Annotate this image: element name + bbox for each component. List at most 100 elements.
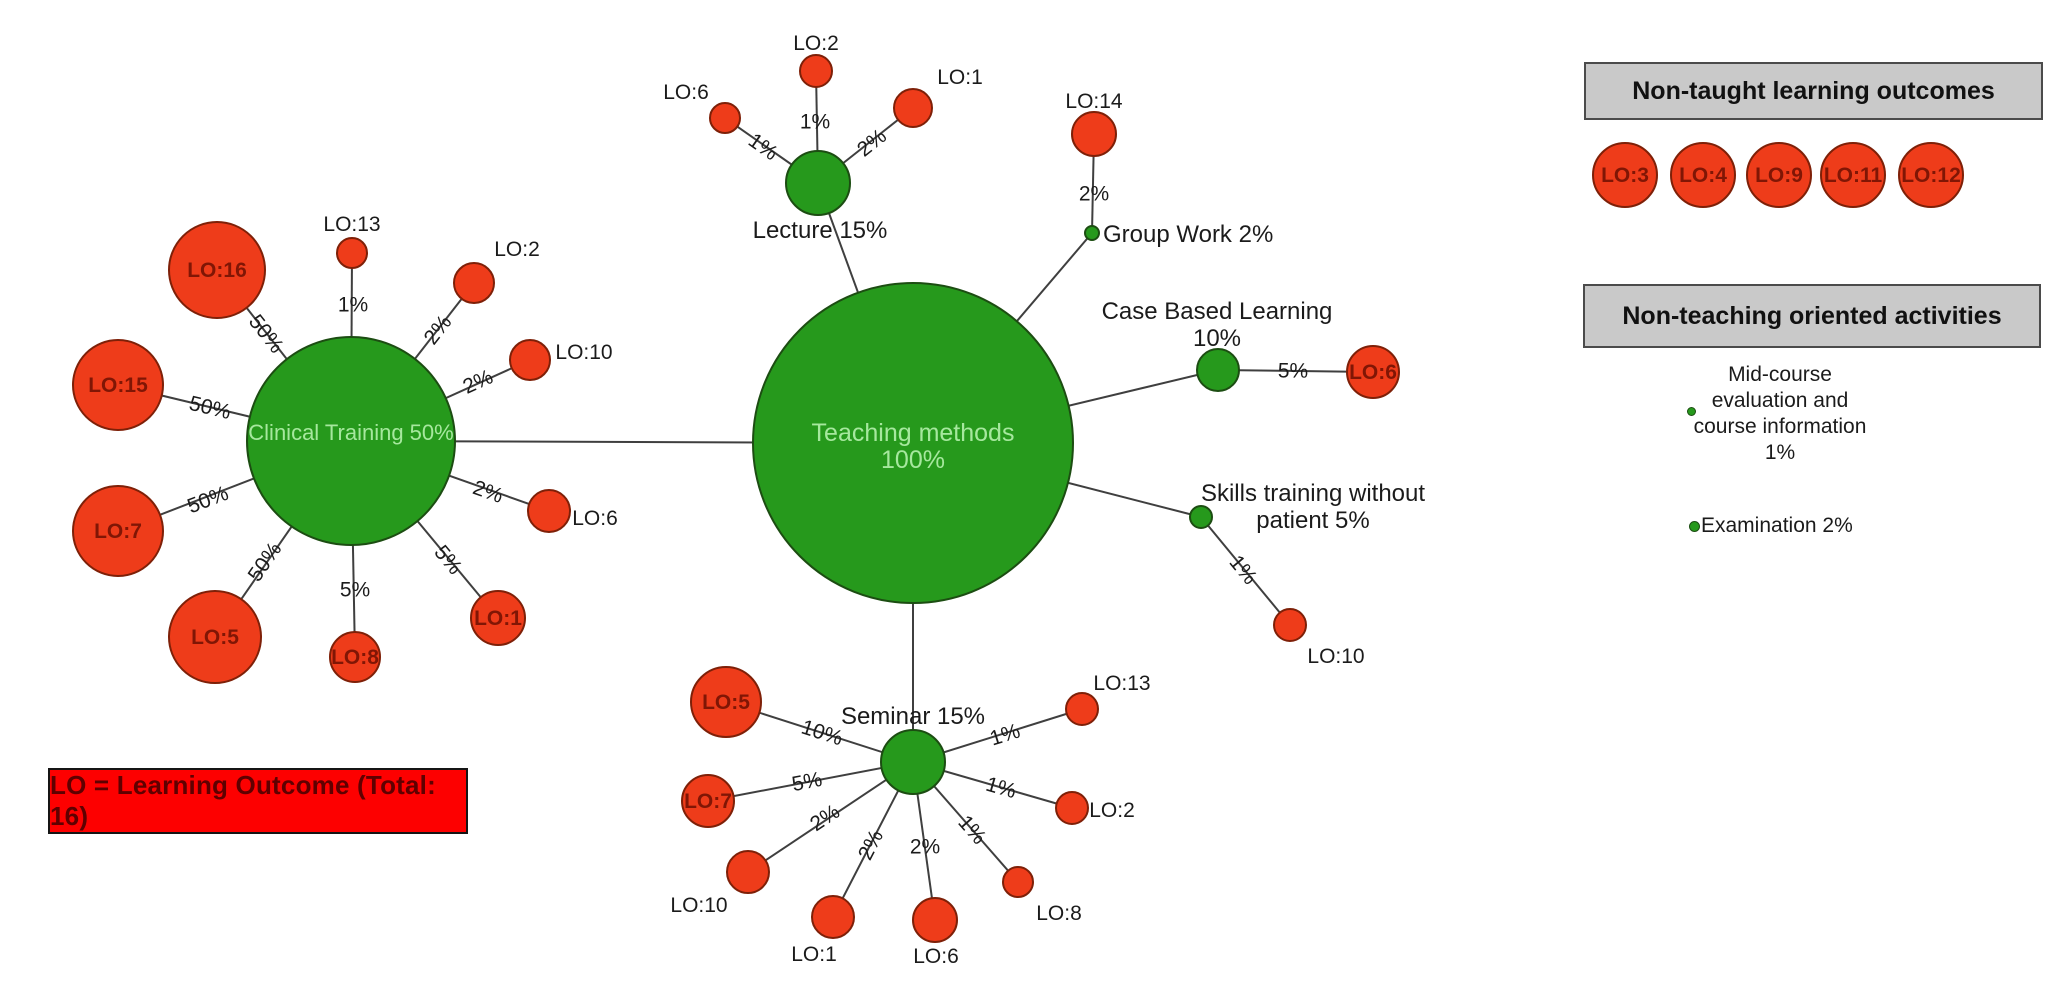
label-lo16_cl: LO:16 <box>187 259 247 282</box>
legend-non-taught-title: Non-taught learning outcomes <box>1632 76 1995 105</box>
edge-label-clinical-lo2_cl: 2% <box>420 311 457 349</box>
edge-label-seminar-lo1_sem: 2% <box>854 826 888 864</box>
label-lo7_cl: LO:7 <box>94 520 142 543</box>
label-lo2_lec: LO:2 <box>793 32 839 55</box>
legend-non-teaching-header: Non-teaching oriented activities <box>1583 284 2041 348</box>
label-lo4_leg: LO:4 <box>1679 164 1727 187</box>
label-groupwork: Group Work 2% <box>1103 221 1273 248</box>
label-lo2_cl: LO:2 <box>494 238 540 261</box>
node-lo16_cl <box>168 221 266 319</box>
edge-label-clinical-lo13_cl: 1% <box>338 294 368 317</box>
node-teaching <box>752 282 1074 604</box>
edge-label-clinical-lo5_cl: 50% <box>244 538 287 586</box>
edge-label-clinical-lo8_cl: 5% <box>340 579 370 602</box>
label-lo13_sem: LO:13 <box>1093 672 1150 695</box>
legend-non-taught-header: Non-taught learning outcomes <box>1584 62 2043 120</box>
node-lo10_sem <box>726 850 770 894</box>
label-lo2_sem: LO:2 <box>1089 799 1135 822</box>
edge-label-seminar-lo5_sem: 10% <box>798 716 845 751</box>
label-lo7_sem: LO:7 <box>684 790 732 813</box>
node-lo7_cl <box>72 485 164 577</box>
node-lo8_sem <box>1002 866 1034 898</box>
label-lo13_cl: LO:13 <box>323 213 380 236</box>
edge-label-cbl-lo6_cbl: 5% <box>1278 359 1309 382</box>
node-lo12_leg <box>1898 142 1964 208</box>
node-lo7_sem <box>681 774 735 828</box>
node-lo4_leg <box>1670 142 1736 208</box>
label-lo15_cl: LO:15 <box>88 374 148 397</box>
lo-note-box: LO = Learning Outcome (Total: 16) <box>48 768 468 834</box>
node-lo1_cl <box>470 590 526 646</box>
legend-midcourse-label: Mid-course evaluation and course informa… <box>1693 363 1867 464</box>
label-lo10_sem: LO:10 <box>670 894 727 917</box>
label-lo5_sem: LO:5 <box>702 691 750 714</box>
node-groupwork <box>1084 225 1100 241</box>
label-lo1_cl: LO:1 <box>474 607 522 630</box>
node-lo6_cl <box>527 489 571 533</box>
label-lo6_sem: LO:6 <box>913 945 959 968</box>
label-lo1_sem: LO:1 <box>791 943 837 966</box>
node-seminar <box>880 729 946 795</box>
node-lo2_cl <box>453 262 495 304</box>
edge-label-seminar-lo2_sem: 1% <box>983 773 1019 804</box>
edge-label-seminar-lo7_sem: 5% <box>790 768 824 796</box>
edge-label-seminar-lo13_sem: 1% <box>987 719 1023 750</box>
node-skills <box>1189 505 1213 529</box>
label-seminar: Seminar 15% <box>841 703 985 730</box>
node-lo10_cl <box>509 339 551 381</box>
edge-seminar-lo10_sem <box>747 761 914 873</box>
node-cbl <box>1196 348 1240 392</box>
examination-dot-icon <box>1689 521 1700 532</box>
label-lo10_cl: LO:10 <box>555 341 612 364</box>
node-lo11_leg <box>1820 142 1886 208</box>
edge-label-clinical-lo6_cl: 2% <box>470 476 506 508</box>
midcourse-dot-icon <box>1687 407 1696 416</box>
label-lo9_leg: LO:9 <box>1755 164 1803 187</box>
node-lo3_leg <box>1592 142 1658 208</box>
label-lo6_cl: LO:6 <box>572 507 618 530</box>
edge-seminar-lo7_sem <box>707 761 914 802</box>
label-lo12_leg: LO:12 <box>1901 164 1961 187</box>
legend-examination-label: Examination 2% <box>1701 514 1853 537</box>
lo-note-label: LO = Learning Outcome (Total: 16) <box>50 770 436 831</box>
label-lo1_lec: LO:1 <box>937 66 983 89</box>
label-cbl: Case Based Learning 10% <box>1102 298 1333 352</box>
node-lo8_cl <box>329 631 381 683</box>
node-lo1_sem <box>811 895 855 939</box>
edge-label-clinical-lo7_cl: 50% <box>184 482 231 519</box>
label-lo3_leg: LO:3 <box>1601 164 1649 187</box>
node-lo9_leg <box>1746 142 1812 208</box>
node-lo1_lec <box>893 88 933 128</box>
edge-label-clinical-lo15_cl: 50% <box>187 392 233 424</box>
label-lo11_leg: LO:11 <box>1824 164 1883 187</box>
label-lo14_gw: LO:14 <box>1065 90 1123 113</box>
label-lo10_sk: LO:10 <box>1307 645 1364 668</box>
node-clinical <box>246 336 456 546</box>
node-lo2_lec <box>799 54 833 88</box>
node-lo10_sk <box>1273 608 1307 642</box>
node-lo6_sem <box>912 897 958 943</box>
label-lo8_cl: LO:8 <box>331 646 379 669</box>
label-lo6_cbl: LO:6 <box>1349 361 1397 384</box>
edge-label-clinical-lo10_cl: 2% <box>459 365 496 398</box>
node-lecture <box>785 150 851 216</box>
legend-non-teaching-title: Non-teaching oriented activities <box>1622 301 2002 330</box>
label-lo6_lec: LO:6 <box>663 81 709 104</box>
edge-label-seminar-lo6_sem: 2% <box>910 836 940 859</box>
node-lo14_gw <box>1071 111 1117 157</box>
label-skills: Skills training without patient 5% <box>1201 480 1425 534</box>
label-lo5_cl: LO:5 <box>191 626 239 649</box>
node-lo5_sem <box>690 666 762 738</box>
edge-label-groupwork-lo14_gw: 2% <box>1079 183 1109 206</box>
label-lo8_sem: LO:8 <box>1036 902 1082 925</box>
node-lo2_sem <box>1055 791 1089 825</box>
node-lo15_cl <box>72 339 164 431</box>
label-clinical: Clinical Training 50% <box>248 420 453 445</box>
edge-label-clinical-lo16_cl: 50% <box>244 310 288 357</box>
label-lecture: Lecture 15% <box>753 217 888 244</box>
node-lo6_cbl <box>1346 345 1400 399</box>
label-teaching: Teaching methods 100% <box>812 419 1015 474</box>
edge-skills-lo10_sk <box>1200 516 1291 626</box>
node-lo6_lec <box>709 102 741 134</box>
